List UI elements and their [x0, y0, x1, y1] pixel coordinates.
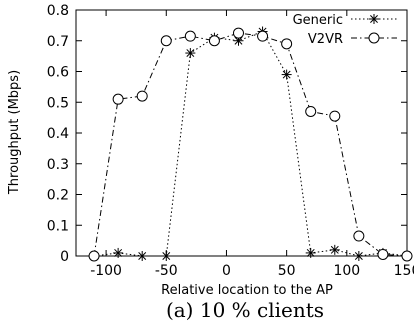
- data-point: [113, 247, 124, 258]
- y-tick-label: 0.4: [47, 126, 69, 142]
- series-generic: [89, 26, 412, 261]
- data-point: [257, 30, 269, 42]
- y-tick-label: 0.8: [47, 3, 69, 19]
- y-tick-label: 0: [60, 249, 69, 265]
- data-point: [377, 248, 389, 260]
- data-point: [329, 244, 340, 255]
- legend-marker: [369, 14, 379, 24]
- x-tick-label: 0: [222, 263, 231, 279]
- data-point: [208, 35, 220, 47]
- x-tick-label: -50: [155, 263, 178, 279]
- x-tick-label: 100: [333, 263, 360, 279]
- data-point: [88, 250, 100, 262]
- data-point: [184, 30, 196, 42]
- legend-marker: [368, 32, 380, 44]
- legend: Generic V2VR: [293, 13, 397, 47]
- series-line: [93, 30, 408, 257]
- data-point: [281, 69, 292, 80]
- data-point: [112, 93, 124, 105]
- figure-caption: (a) 10 % clients: [166, 298, 324, 322]
- data-point: [329, 110, 341, 122]
- series-line: [93, 32, 408, 257]
- y-tick-label: 0.2: [47, 188, 69, 204]
- data-point: [161, 251, 172, 261]
- data-point: [281, 38, 293, 50]
- series-v2vr: [88, 27, 413, 262]
- data-point: [160, 35, 172, 47]
- y-tick-label: 0.3: [47, 157, 69, 173]
- y-axis-title: Throughput (Mbps): [7, 70, 22, 195]
- x-tick-label: 50: [278, 263, 296, 279]
- x-axis-title: Relative location to the AP: [161, 283, 333, 298]
- data-point: [232, 27, 244, 39]
- data-point: [137, 251, 148, 261]
- data-point: [305, 105, 317, 117]
- data-point: [305, 247, 316, 258]
- ticks-layer: 0 0.1 0.2 0.3 0.4 0.5 0.6 0.7 0.8 -100 -50 0 50 100 15…: [47, 3, 414, 279]
- legend-label: Generic: [293, 13, 343, 28]
- x-tick-label: -100: [90, 263, 122, 279]
- data-point: [401, 250, 413, 262]
- data-point: [185, 48, 196, 59]
- plot-frame: [75, 9, 408, 257]
- y-tick-label: 0.1: [47, 218, 69, 234]
- y-tick-label: 0.7: [47, 34, 69, 50]
- data-point: [353, 251, 364, 261]
- data-point: [136, 90, 148, 102]
- plot-frame-layer: [75, 9, 408, 257]
- legend-label: V2VR: [308, 32, 343, 47]
- series-layer: [88, 26, 413, 262]
- y-tick-label: 0.6: [47, 65, 69, 81]
- data-point: [353, 230, 365, 242]
- y-tick-label: 0.5: [47, 95, 69, 111]
- data-point: [233, 35, 244, 46]
- x-tick-label: 150: [394, 263, 414, 279]
